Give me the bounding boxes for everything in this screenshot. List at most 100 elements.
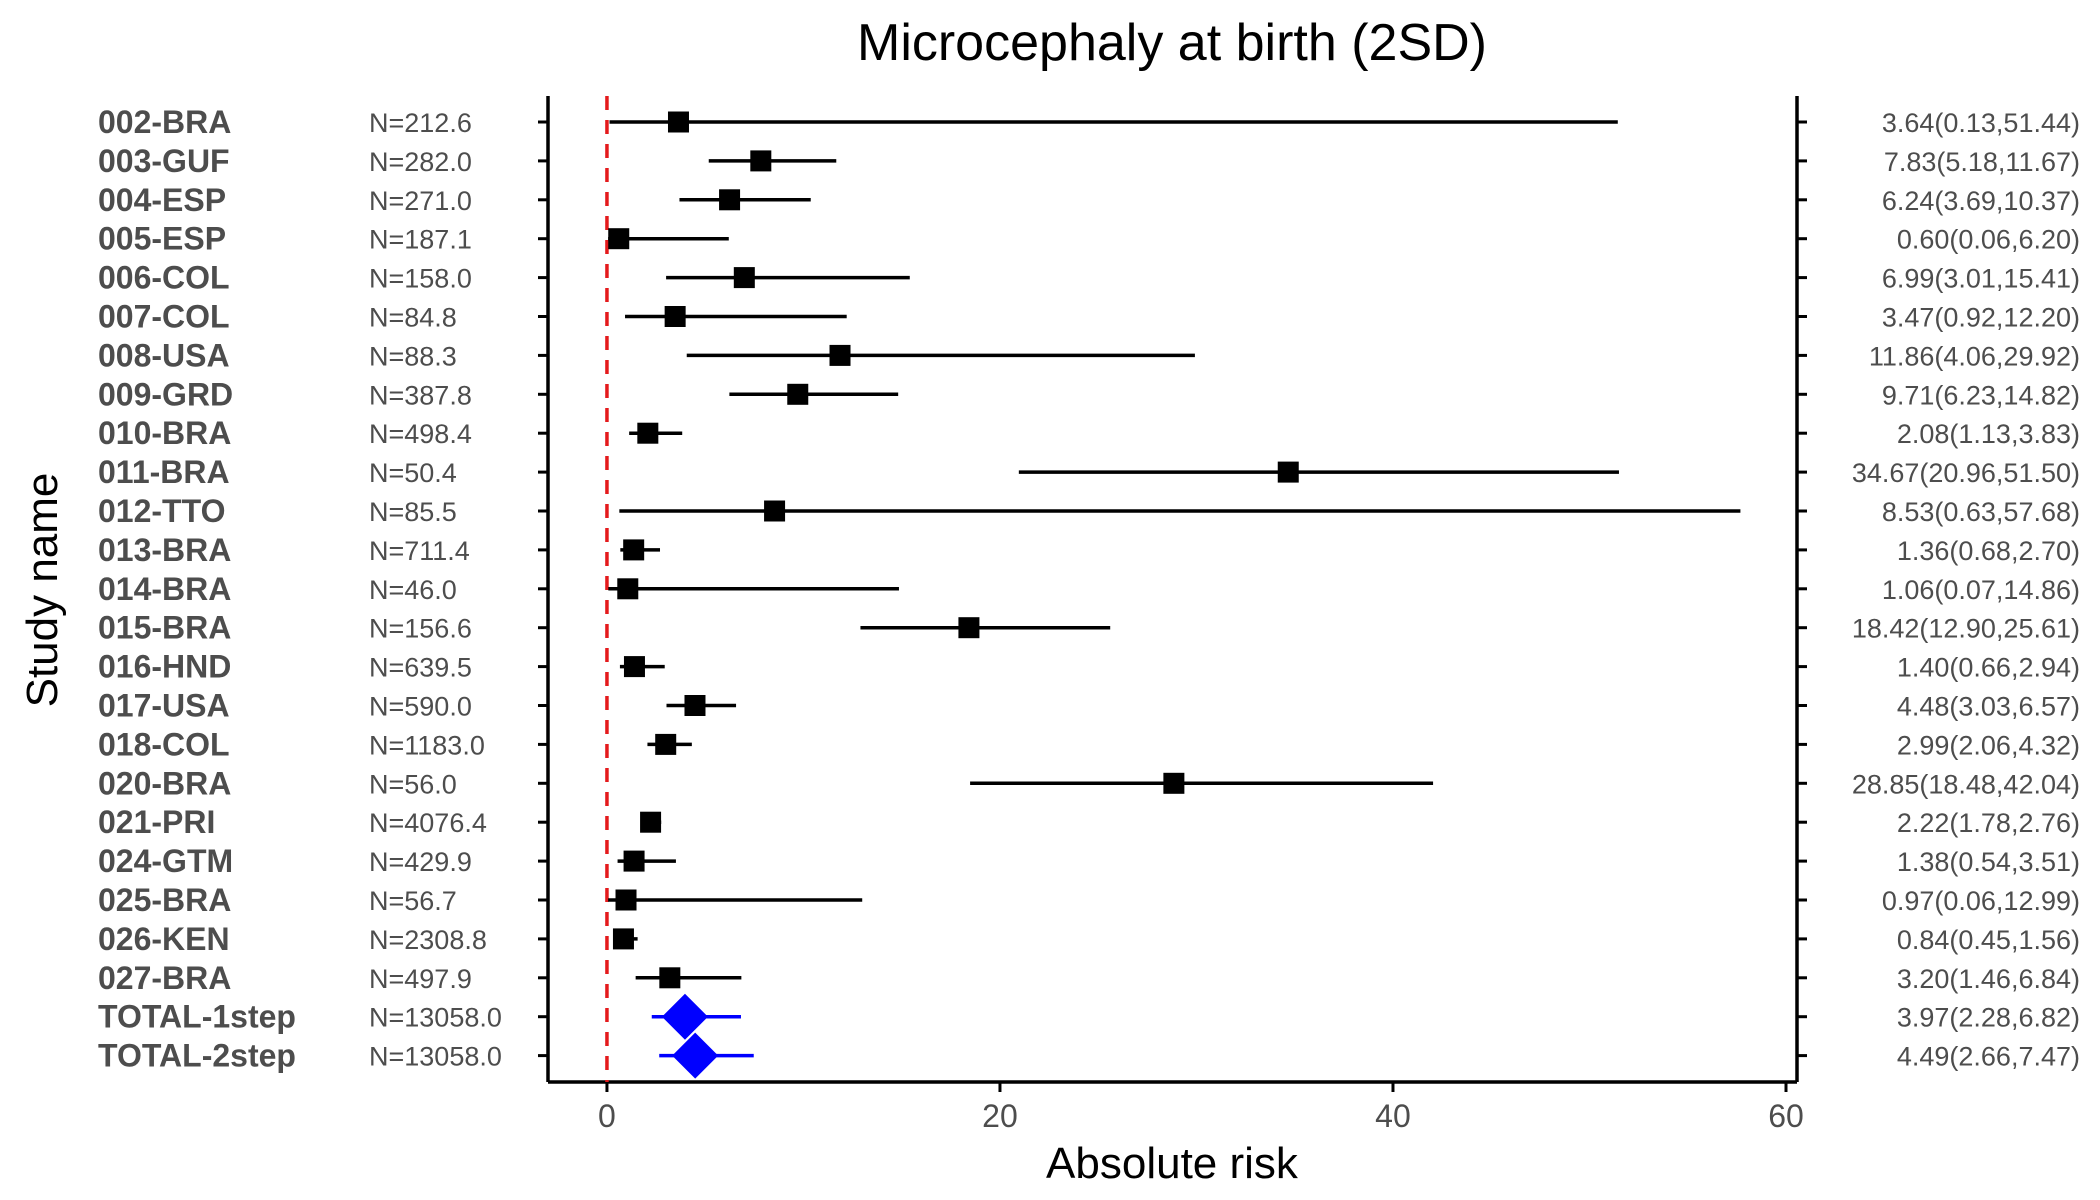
point-estimate-square: [764, 500, 786, 522]
point-estimate-square: [719, 189, 741, 211]
estimate-ci-label: 7.83(5.18,11.67): [1884, 147, 2080, 177]
estimate-ci-label: 0.97(0.06,12.99): [1882, 886, 2080, 916]
study-label: 009-GRD: [98, 376, 233, 412]
estimate-ci-label: 11.86(4.06,29.92): [1869, 341, 2080, 371]
study-label: 004-ESP: [98, 182, 226, 218]
sample-size-label: N=498.4: [369, 419, 472, 449]
estimate-ci-label: 2.08(1.13,3.83): [1897, 419, 2080, 449]
point-estimate-square: [655, 733, 677, 755]
sample-size-label: N=156.6: [369, 614, 472, 644]
study-label: 014-BRA: [98, 571, 231, 607]
point-estimate-square: [664, 306, 686, 327]
study-label: 020-BRA: [98, 765, 231, 801]
estimate-ci-label: 6.99(3.01,15.41): [1882, 264, 2080, 294]
x-tick-label: 40: [1375, 1098, 1411, 1134]
estimate-ci-label: 3.64(0.13,51.44): [1882, 108, 2080, 138]
study-label: 016-HND: [98, 649, 231, 685]
point-estimate-square: [829, 344, 851, 366]
study-label: 006-COL: [98, 260, 230, 296]
estimate-ci-label: 1.06(0.07,14.86): [1882, 575, 2080, 605]
point-estimate-square: [617, 578, 639, 600]
sample-size-label: N=84.8: [369, 303, 457, 333]
study-label: 018-COL: [98, 726, 230, 762]
estimate-ci-label: 0.60(0.06,6.20): [1897, 225, 2080, 255]
estimate-ci-label: 4.48(3.03,6.57): [1897, 692, 2080, 722]
study-label: 026-KEN: [98, 921, 230, 957]
estimate-ci-label: 1.40(0.66,2.94): [1897, 653, 2080, 683]
estimate-ci-label: 18.42(12.90,25.61): [1852, 614, 2080, 644]
x-tick-label: 60: [1768, 1098, 1804, 1134]
sample-size-label: N=56.7: [369, 886, 457, 916]
sample-size-label: N=50.4: [369, 458, 457, 488]
study-label: 017-USA: [98, 688, 230, 724]
x-tick-label: 0: [598, 1098, 616, 1134]
estimate-ci-label: 2.99(2.06,4.32): [1897, 730, 2080, 760]
x-axis-title: Absolute risk: [1046, 1139, 1299, 1188]
plot-area: 0 20 40 60 002-BRA N=212.6 3.64(0.13,51.44) 003…: [98, 96, 2080, 1134]
study-label: 024-GTM: [98, 843, 233, 879]
point-estimate-square: [684, 695, 706, 716]
study-label: 005-ESP: [98, 221, 226, 257]
sample-size-label: N=4076.4: [369, 808, 487, 838]
point-estimate-square: [637, 422, 659, 444]
estimate-ci-label: 28.85(18.48,42.04): [1852, 769, 2080, 799]
sample-size-label: N=85.5: [369, 497, 457, 527]
study-label: 025-BRA: [98, 882, 231, 918]
x-tick-label: 20: [982, 1098, 1018, 1134]
study-label: 003-GUF: [98, 143, 230, 179]
estimate-ci-label: 1.38(0.54,3.51): [1897, 847, 2080, 877]
point-estimate-square: [659, 967, 681, 989]
study-label: 015-BRA: [98, 610, 231, 646]
point-estimate-square: [750, 150, 772, 172]
sample-size-label: N=429.9: [369, 847, 472, 877]
sample-size-label: N=13058.0: [369, 1042, 502, 1072]
study-label: TOTAL-2step: [98, 1038, 296, 1074]
point-estimate-square: [612, 928, 634, 950]
point-estimate-square: [623, 656, 645, 678]
sample-size-label: N=590.0: [369, 692, 472, 722]
sample-size-label: N=13058.0: [369, 1003, 502, 1033]
estimate-ci-label: 9.71(6.23,14.82): [1882, 380, 2080, 410]
sample-size-label: N=212.6: [369, 108, 472, 138]
study-label: 010-BRA: [98, 415, 231, 451]
sample-size-label: N=2308.8: [369, 925, 487, 955]
estimate-ci-label: 8.53(0.63,57.68): [1882, 497, 2080, 527]
pooled-estimate-diamond: [672, 1032, 719, 1079]
study-label: 011-BRA: [98, 454, 230, 490]
estimate-ci-label: 3.20(1.46,6.84): [1897, 964, 2080, 994]
estimate-ci-label: 2.22(1.78,2.76): [1897, 808, 2080, 838]
study-label: 007-COL: [98, 299, 230, 335]
estimate-ci-label: 34.67(20.96,51.50): [1852, 458, 2080, 488]
sample-size-label: N=387.8: [369, 380, 472, 410]
study-label: 021-PRI: [98, 804, 215, 840]
estimate-ci-label: 1.36(0.68,2.70): [1897, 536, 2080, 566]
chart-title: Microcephaly at birth (2SD): [857, 14, 1487, 72]
sample-size-label: N=711.4: [369, 536, 470, 566]
estimate-ci-label: 3.97(2.28,6.82): [1897, 1003, 2080, 1033]
point-estimate-square: [787, 383, 809, 405]
sample-size-label: N=158.0: [369, 264, 472, 294]
sample-size-label: N=56.0: [369, 769, 457, 799]
point-estimate-square: [1277, 461, 1299, 483]
sample-size-label: N=282.0: [369, 147, 472, 177]
estimate-ci-label: 4.49(2.66,7.47): [1897, 1042, 2080, 1072]
point-estimate-square: [667, 111, 689, 133]
y-axis-title: Study name: [18, 473, 67, 708]
sample-size-label: N=639.5: [369, 653, 472, 683]
study-label: 027-BRA: [98, 960, 231, 996]
point-estimate-square: [958, 617, 980, 639]
sample-size-label: N=46.0: [369, 575, 457, 605]
sample-size-label: N=88.3: [369, 341, 457, 371]
point-estimate-square: [615, 889, 637, 911]
sample-size-label: N=1183.0: [369, 730, 485, 760]
point-estimate-square: [623, 850, 645, 872]
point-estimate-square: [733, 267, 755, 289]
point-estimate-square: [1163, 772, 1185, 794]
estimate-ci-label: 6.24(3.69,10.37): [1882, 186, 2080, 216]
point-estimate-square: [608, 228, 630, 250]
sample-size-label: N=497.9: [369, 964, 472, 994]
sample-size-label: N=271.0: [369, 186, 472, 216]
estimate-ci-label: 3.47(0.92,12.20): [1882, 303, 2080, 333]
